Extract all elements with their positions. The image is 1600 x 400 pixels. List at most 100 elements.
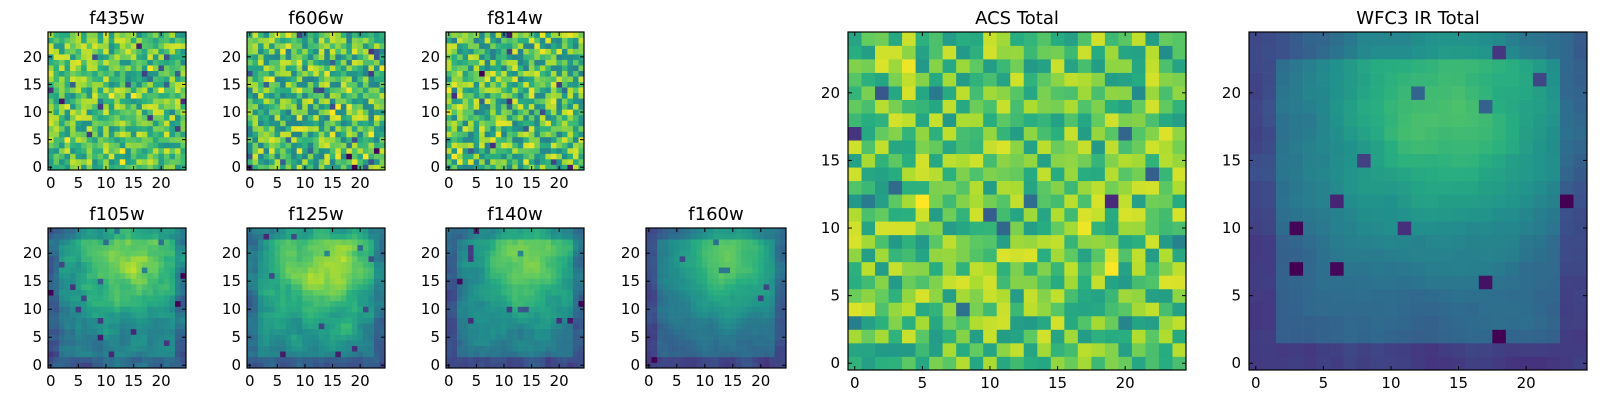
heatmap-cell bbox=[468, 356, 474, 363]
heatmap-cell bbox=[561, 65, 568, 71]
heatmap-cell bbox=[679, 317, 686, 324]
heatmap-cell bbox=[763, 244, 770, 251]
heatmap-cell bbox=[141, 228, 148, 234]
heatmap-cell bbox=[561, 147, 568, 154]
heatmap-cell bbox=[125, 284, 132, 290]
heatmap-cell bbox=[490, 300, 497, 307]
heatmap-cell bbox=[490, 32, 497, 38]
heatmap-cell bbox=[746, 289, 753, 296]
heatmap-cell bbox=[329, 153, 336, 160]
heatmap-cell bbox=[114, 37, 121, 44]
heatmap-cell bbox=[484, 256, 491, 262]
heatmap-cell bbox=[252, 48, 259, 55]
heatmap-cell bbox=[473, 244, 480, 251]
heatmap-cell bbox=[280, 300, 286, 307]
heatmap-cell bbox=[346, 295, 353, 302]
heatmap-cell bbox=[446, 289, 452, 296]
heatmap-cell bbox=[136, 136, 143, 143]
heatmap-cell bbox=[163, 32, 170, 38]
heatmap-cell bbox=[473, 300, 480, 307]
heatmap-cell bbox=[561, 76, 568, 83]
heatmap-cell bbox=[147, 295, 154, 302]
heatmap-cell bbox=[848, 248, 862, 263]
heatmap-cell bbox=[53, 65, 60, 71]
heatmap-cell bbox=[495, 48, 502, 55]
heatmap-cell bbox=[324, 125, 331, 132]
heatmap-cell bbox=[578, 267, 585, 274]
heatmap-cell bbox=[313, 284, 320, 290]
heatmap-cell bbox=[446, 340, 452, 346]
y-tick-label: 20 bbox=[23, 48, 42, 66]
heatmap-cell bbox=[247, 261, 253, 268]
heatmap-cell bbox=[578, 37, 585, 44]
heatmap-cell bbox=[484, 362, 491, 369]
heatmap-cell bbox=[758, 300, 764, 307]
heatmap-cell bbox=[1118, 248, 1133, 263]
heatmap-cell bbox=[495, 317, 502, 324]
heatmap-cell bbox=[136, 109, 143, 116]
heatmap-cell bbox=[915, 167, 930, 182]
heatmap-cell bbox=[97, 131, 104, 138]
heatmap-cell bbox=[479, 136, 485, 143]
heatmap-cell bbox=[285, 142, 292, 149]
heatmap-cell bbox=[556, 306, 563, 313]
heatmap-cell bbox=[929, 234, 943, 249]
heatmap-cell bbox=[888, 221, 903, 236]
heatmap-cell bbox=[307, 351, 314, 358]
heatmap-cell bbox=[561, 278, 568, 285]
heatmap-cell bbox=[263, 300, 270, 307]
heatmap-cell bbox=[517, 103, 524, 110]
heatmap-cell bbox=[1104, 194, 1119, 209]
heatmap-cell bbox=[362, 54, 369, 60]
heatmap-cell bbox=[313, 76, 320, 83]
heatmap-cell bbox=[130, 317, 137, 324]
heatmap-cell bbox=[539, 98, 546, 105]
heatmap-cell bbox=[357, 158, 364, 165]
heatmap-cell bbox=[174, 59, 181, 66]
heatmap-cell bbox=[713, 306, 720, 313]
heatmap-cell bbox=[567, 328, 574, 335]
heatmap-cell bbox=[313, 37, 320, 44]
heatmap-cell bbox=[130, 92, 137, 99]
heatmap-cell bbox=[368, 164, 375, 171]
heatmap-cell bbox=[512, 306, 519, 313]
heatmap-cell bbox=[848, 302, 862, 317]
heatmap-cell bbox=[556, 153, 563, 160]
heatmap-cell bbox=[690, 239, 697, 246]
heatmap-cell bbox=[457, 278, 463, 285]
heatmap-cell bbox=[362, 37, 369, 44]
heatmap-cell bbox=[523, 147, 530, 154]
heatmap-cell bbox=[247, 98, 253, 105]
heatmap-cell bbox=[490, 54, 497, 60]
heatmap-cell bbox=[495, 362, 502, 369]
heatmap-cell bbox=[174, 250, 181, 257]
heatmap-cell bbox=[335, 244, 342, 251]
heatmap-cell bbox=[758, 233, 764, 240]
heatmap-cell bbox=[141, 272, 148, 279]
y-tick-label: 5 bbox=[32, 328, 42, 346]
heatmap-cell bbox=[340, 272, 347, 279]
heatmap-cell bbox=[269, 362, 275, 369]
heatmap-cell bbox=[875, 261, 889, 276]
heatmap-cell bbox=[685, 334, 692, 341]
heatmap-cell bbox=[512, 250, 519, 257]
heatmap-cell bbox=[324, 267, 331, 274]
heatmap-cell bbox=[457, 228, 463, 234]
y-tick-label: 5 bbox=[231, 131, 241, 149]
heatmap-cell bbox=[307, 340, 314, 346]
heatmap-cell bbox=[956, 234, 971, 249]
heatmap-cell bbox=[346, 233, 353, 240]
heatmap-cell bbox=[929, 315, 943, 330]
heatmap-cell bbox=[528, 323, 535, 330]
heatmap-cell bbox=[263, 328, 270, 335]
heatmap-cell bbox=[269, 153, 275, 160]
heatmap-cell bbox=[59, 125, 65, 132]
heatmap-cell bbox=[136, 76, 143, 83]
heatmap-cell bbox=[81, 32, 87, 38]
heatmap-cell bbox=[550, 356, 557, 363]
heatmap-cell bbox=[119, 92, 126, 99]
heatmap-cell bbox=[174, 142, 181, 149]
heatmap-cell bbox=[307, 153, 314, 160]
heatmap-cell bbox=[1104, 356, 1119, 371]
heatmap-cell bbox=[572, 87, 579, 94]
